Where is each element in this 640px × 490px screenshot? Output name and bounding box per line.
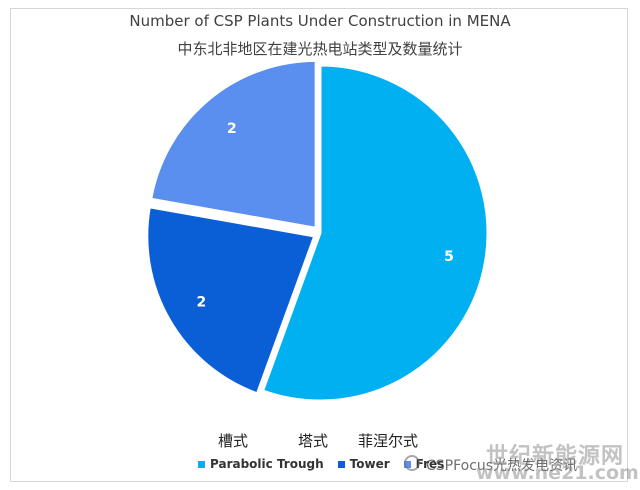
legend-label: Parabolic Trough: [210, 457, 324, 471]
legend-swatch: [337, 460, 345, 468]
legend-chinese-label-trough: 槽式: [218, 432, 249, 450]
pie-slice-fresnel: [148, 58, 318, 231]
legend-swatch: [198, 460, 205, 468]
legend-chinese-label-tower: 塔式: [298, 432, 329, 450]
data-label-parabolic-trough: 5: [444, 249, 454, 265]
legend-item-tower: Tower: [337, 457, 390, 471]
legend-chinese-label-fresnel: 菲涅尔式: [358, 432, 419, 450]
pie-slice-parabolic-trough: [260, 63, 490, 403]
data-label-fresnel: 2: [227, 121, 237, 137]
pie-slice-tower: [145, 205, 317, 396]
watermark-caption: CSPFocus光热发电资讯: [426, 458, 578, 474]
chart-legend: Parabolic Trough Tower Fres: [198, 455, 458, 473]
wechat-logo-icon: [404, 455, 420, 471]
watermark-url: www.ne21.com: [476, 462, 639, 484]
legend-label: Fres: [415, 457, 445, 471]
chart-title: Number of CSP Plants Under Construction …: [129, 12, 511, 30]
legend-item-parabolic-trough: Parabolic Trough: [198, 457, 324, 471]
watermark-site-name: 世纪新能源网: [486, 444, 625, 469]
data-label-tower: 2: [196, 295, 206, 311]
chart-subtitle: 中东北非地区在建光热电站类型及数量统计: [177, 40, 463, 58]
legend-label: Tower: [349, 457, 390, 471]
